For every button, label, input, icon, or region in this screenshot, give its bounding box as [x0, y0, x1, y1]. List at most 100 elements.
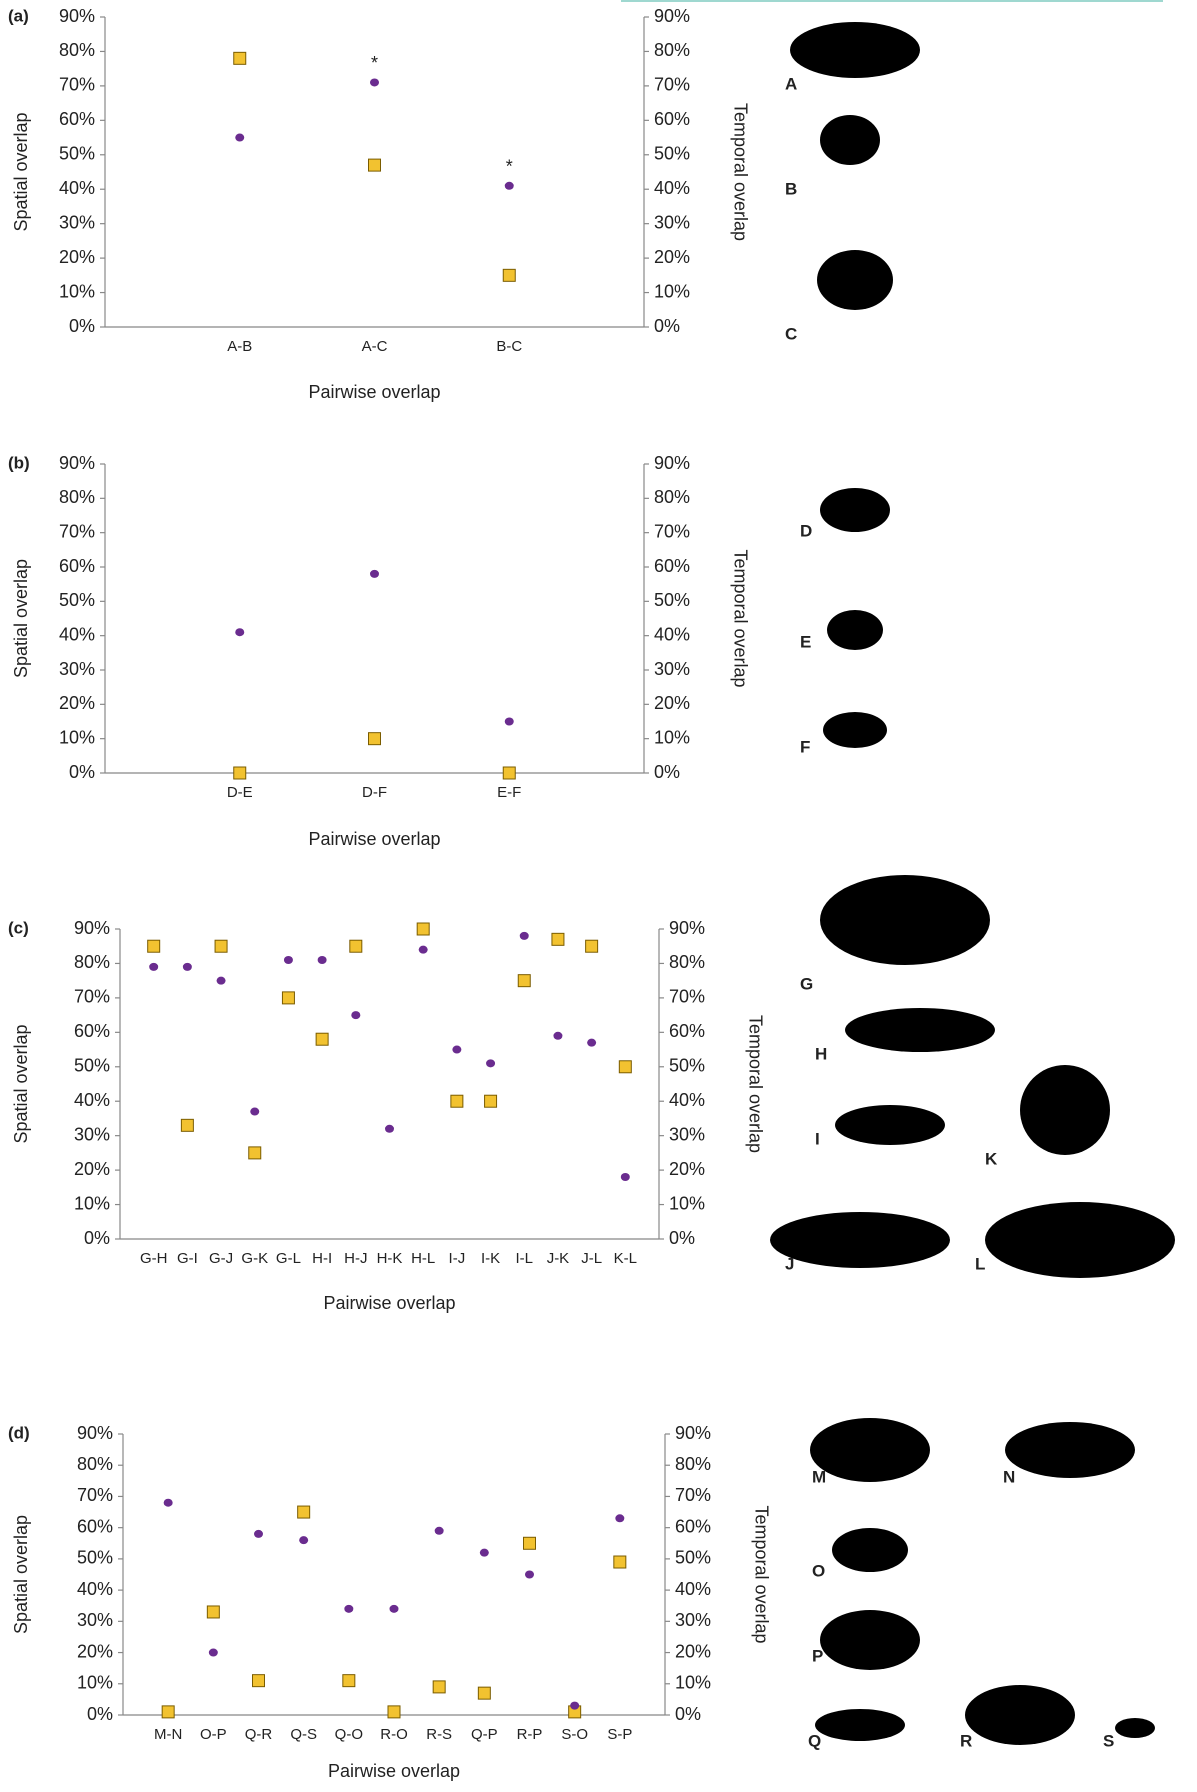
y2-tick-label: 50% — [669, 1056, 705, 1076]
point — [234, 52, 246, 64]
y-tick-label: 50% — [77, 1548, 113, 1568]
point — [435, 1527, 444, 1535]
y-tick-label: 90% — [77, 1423, 113, 1443]
point — [370, 570, 379, 578]
species-label: B — [785, 179, 797, 198]
y2-tick-label: 60% — [654, 556, 690, 576]
y2-tick-label: 40% — [654, 624, 690, 644]
y-tick-label: 40% — [74, 1090, 110, 1110]
y-tick-label: 80% — [59, 40, 95, 60]
point — [181, 1119, 193, 1131]
x-tick-label: G-J — [209, 1250, 233, 1267]
y2-tick-label: 90% — [654, 453, 690, 473]
y2-tick-label: 90% — [669, 918, 705, 938]
y-tick-label: 10% — [77, 1673, 113, 1693]
animal-silhouette — [1005, 1422, 1135, 1478]
point — [370, 78, 379, 86]
y2-tick-label: 50% — [654, 590, 690, 610]
y2-tick-label: 30% — [654, 659, 690, 679]
y2-tick-label: 40% — [654, 178, 690, 198]
point — [250, 1108, 259, 1116]
y2-tick-label: 40% — [669, 1090, 705, 1110]
y-tick-label: 30% — [74, 1124, 110, 1144]
y-axis-title: Spatial overlap — [11, 1024, 31, 1143]
point — [525, 1571, 534, 1579]
x-tick-label: I-J — [449, 1250, 466, 1267]
animal-silhouette — [810, 1418, 930, 1482]
animal-silhouette — [1115, 1718, 1155, 1738]
y-tick-label: 20% — [77, 1641, 113, 1661]
y-tick-label: 70% — [59, 75, 95, 95]
y2-tick-label: 70% — [669, 987, 705, 1007]
figure: 0%10%20%30%40%50%60%70%80%90%0%10%20%30%… — [0, 0, 1197, 1792]
animal-silhouette — [820, 488, 890, 532]
point — [164, 1499, 173, 1507]
animal-silhouette — [1020, 1065, 1110, 1155]
point — [217, 977, 226, 985]
point — [284, 956, 293, 964]
point — [215, 940, 227, 952]
y2-axis-title: Temporal overlap — [745, 1015, 765, 1153]
y2-tick-label: 90% — [675, 1423, 711, 1443]
species-label: O — [812, 1561, 825, 1580]
y2-tick-label: 70% — [654, 521, 690, 541]
panel-label: (b) — [8, 453, 30, 472]
point — [388, 1706, 400, 1718]
y2-axis-title: Temporal overlap — [730, 549, 750, 687]
x-tick-label: G-L — [276, 1250, 301, 1267]
panel-label: (c) — [8, 918, 29, 937]
y2-tick-label: 60% — [654, 109, 690, 129]
point — [518, 975, 530, 987]
point — [316, 1033, 328, 1045]
y2-axis-title: Temporal overlap — [730, 103, 750, 241]
point — [570, 1702, 579, 1710]
animal-silhouette — [965, 1685, 1075, 1745]
species-label: C — [785, 324, 797, 343]
point — [621, 1173, 630, 1181]
point — [253, 1675, 265, 1687]
species-label: P — [812, 1646, 823, 1665]
y-axis-title: Spatial overlap — [11, 559, 31, 678]
annotation: * — [371, 53, 378, 73]
x-axis-title: Pairwise overlap — [308, 382, 440, 402]
point — [451, 1095, 463, 1107]
point — [478, 1687, 490, 1699]
point — [235, 628, 244, 636]
x-axis-title: Pairwise overlap — [323, 1293, 455, 1313]
point — [553, 1032, 562, 1040]
y2-axis-title: Temporal overlap — [751, 1505, 771, 1643]
y2-tick-label: 80% — [654, 40, 690, 60]
animal-silhouette — [820, 1610, 920, 1670]
x-tick-label: B-C — [496, 338, 522, 355]
y-tick-label: 70% — [59, 521, 95, 541]
species-label: K — [985, 1149, 998, 1168]
point — [503, 767, 515, 779]
y2-tick-label: 60% — [669, 1021, 705, 1041]
x-tick-label: I-L — [515, 1250, 533, 1267]
point — [615, 1514, 624, 1522]
y-tick-label: 90% — [59, 453, 95, 473]
point — [344, 1605, 353, 1613]
y2-tick-label: 70% — [675, 1485, 711, 1505]
species-label: Q — [808, 1731, 821, 1750]
y-tick-label: 30% — [77, 1610, 113, 1630]
y2-tick-label: 20% — [675, 1641, 711, 1661]
y-axis-title: Spatial overlap — [11, 112, 31, 231]
y-tick-label: 50% — [59, 144, 95, 164]
y2-tick-label: 10% — [675, 1673, 711, 1693]
y-tick-label: 70% — [74, 987, 110, 1007]
y2-tick-label: 0% — [654, 762, 680, 782]
y-tick-label: 60% — [59, 109, 95, 129]
y-tick-label: 10% — [59, 281, 95, 301]
y-tick-label: 60% — [59, 556, 95, 576]
x-tick-label: D-F — [362, 784, 387, 801]
y2-tick-label: 80% — [654, 487, 690, 507]
x-tick-label: K-L — [614, 1250, 637, 1267]
species-label: E — [800, 632, 811, 651]
x-axis-title: Pairwise overlap — [308, 829, 440, 849]
point — [619, 1061, 631, 1073]
y-tick-label: 80% — [77, 1454, 113, 1474]
animal-silhouette — [845, 1008, 995, 1052]
y2-tick-label: 40% — [675, 1579, 711, 1599]
x-tick-label: G-I — [177, 1250, 198, 1267]
